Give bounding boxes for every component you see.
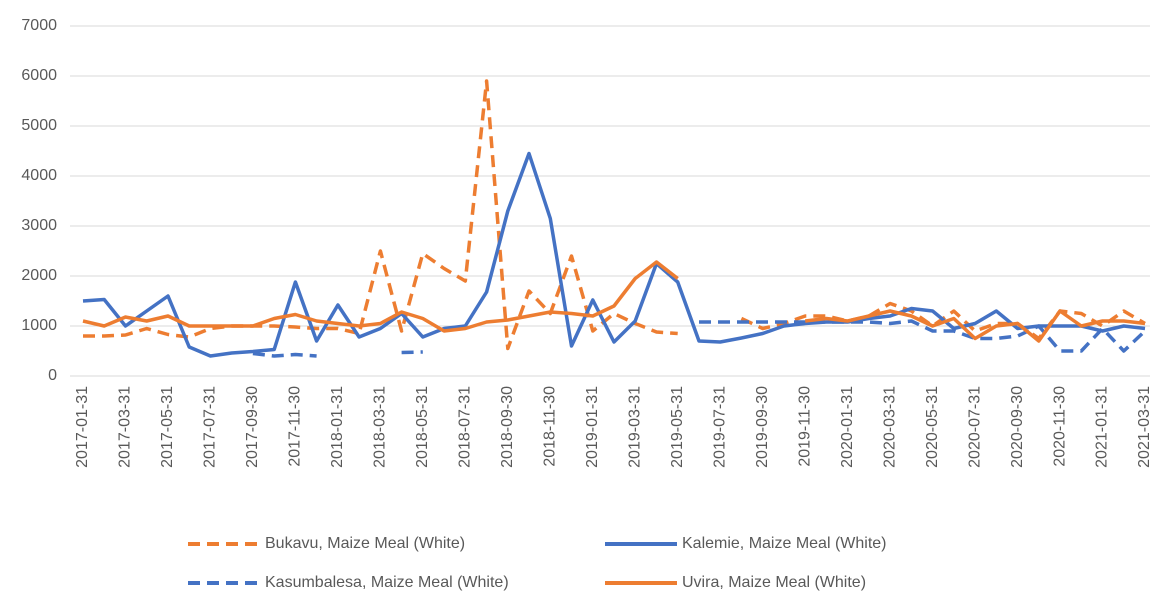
x-tick-label: 2020-11-30 — [1051, 386, 1068, 467]
x-tick-label: 2019-05-31 — [669, 386, 686, 468]
x-tick-label: 2018-05-31 — [414, 386, 431, 468]
legend-label: Kasumbalesa, Maize Meal (White) — [265, 574, 509, 591]
legend-label: Bukavu, Maize Meal (White) — [265, 535, 465, 552]
x-tick-label: 2017-11-30 — [287, 386, 304, 467]
x-tick-label: 2018-03-31 — [372, 386, 389, 468]
legend-label: Kalemie, Maize Meal (White) — [682, 535, 887, 552]
x-tick-label: 2020-01-31 — [839, 386, 856, 468]
y-tick-label: 7000 — [21, 17, 57, 34]
x-tick-label: 2017-05-31 — [159, 386, 176, 468]
x-tick-label: 2020-09-30 — [1009, 386, 1026, 468]
series-line — [83, 79, 1146, 351]
x-tick-label: 2020-07-31 — [966, 386, 983, 468]
x-tick-label: 2017-07-31 — [202, 386, 219, 468]
x-tick-label: 2019-07-31 — [711, 386, 728, 468]
x-tick-label: 2019-11-30 — [796, 386, 813, 467]
x-tick-label: 2017-03-31 — [117, 386, 134, 468]
x-tick-label: 2019-03-31 — [626, 386, 643, 468]
y-tick-label: 5000 — [21, 117, 57, 134]
y-tick-label: 3000 — [21, 217, 57, 234]
x-tick-label: 2017-01-31 — [74, 386, 91, 468]
series-line — [252, 319, 1147, 358]
x-tick-label: 2018-07-31 — [457, 386, 474, 468]
x-tick-label: 2021-01-31 — [1094, 386, 1111, 468]
x-tick-label: 2019-01-31 — [584, 386, 601, 468]
x-tick-label: 2018-11-30 — [541, 386, 558, 467]
x-tick-label: 2019-09-30 — [754, 386, 771, 468]
y-tick-label: 1000 — [21, 317, 57, 334]
legend-label: Uvira, Maize Meal (White) — [682, 574, 866, 591]
y-tick-label: 2000 — [21, 267, 57, 284]
x-tick-label: 2020-03-31 — [881, 386, 898, 468]
x-tick-label: 2018-09-30 — [499, 386, 516, 468]
x-tick-label: 2018-01-31 — [329, 386, 346, 468]
y-tick-label: 4000 — [21, 167, 57, 184]
y-tick-label: 6000 — [21, 67, 57, 84]
y-tick-label: 0 — [48, 367, 57, 384]
series-line — [82, 151, 1146, 358]
x-tick-label: 2021-03-31 — [1136, 386, 1153, 468]
series-line — [82, 260, 1146, 343]
x-tick-label: 2020-05-31 — [924, 386, 941, 468]
x-tick-label: 2017-09-30 — [244, 386, 261, 468]
